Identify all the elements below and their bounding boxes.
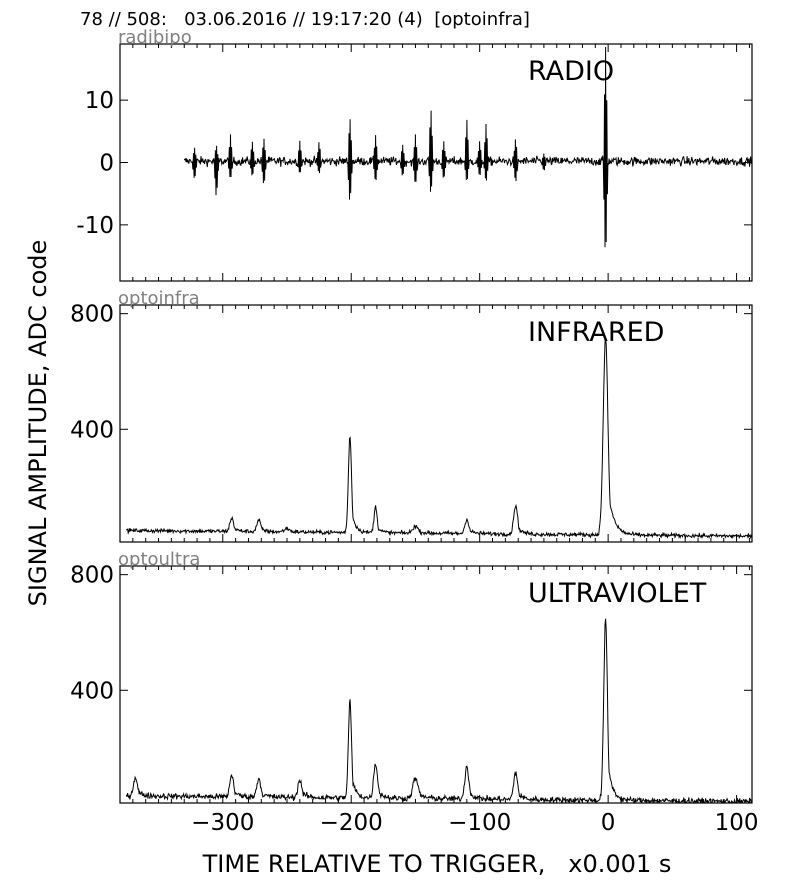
signal-trace-radio: [183, 46, 752, 248]
y-axis-label: SIGNAL AMPLITUDE, ADC code: [24, 239, 52, 607]
y-tick-label: -10: [76, 213, 114, 239]
y-tick-label: 400: [70, 417, 114, 443]
x-axis-label: TIME RELATIVE TO TRIGGER, x0.001 s: [202, 850, 672, 878]
channel-label: radibipo: [118, 27, 192, 48]
panel-title: ULTRAVIOLET: [528, 578, 707, 609]
y-tick-label: 10: [85, 88, 114, 114]
x-tick-label: −300: [191, 810, 254, 836]
y-tick-label: 800: [70, 302, 114, 328]
channel-label: optoultra: [118, 549, 200, 570]
panel-radio: 10 0 -10 radibipo RADIO: [76, 27, 753, 282]
x-tick-label: −100: [448, 810, 511, 836]
axes-frame: [119, 565, 753, 804]
signal-trace-ultraviolet: [125, 618, 752, 803]
channel-label: optoinfra: [118, 288, 200, 309]
panel-ultraviolet: 800 400 optoultra ULTRAVIOLET −300 −200 −100 0 1…: [70, 549, 758, 836]
panel-infrared: 800 400 optoinfra INFRARED: [70, 288, 753, 543]
panel-title: RADIO: [528, 56, 614, 87]
y-tick-label: 0: [99, 151, 114, 177]
y-tick-label: 800: [70, 563, 114, 589]
x-tick-label: 0: [601, 810, 616, 836]
figure-header: 78 // 508: 03.06.2016 // 19:17:20 (4) [o…: [80, 9, 530, 30]
x-tick-label: 100: [715, 810, 759, 836]
axes-frame: [119, 304, 753, 543]
y-tick-label: 400: [70, 678, 114, 704]
signal-trace-infrared: [125, 337, 752, 540]
x-tick-label: −200: [320, 810, 383, 836]
panel-title: INFRARED: [528, 317, 664, 348]
